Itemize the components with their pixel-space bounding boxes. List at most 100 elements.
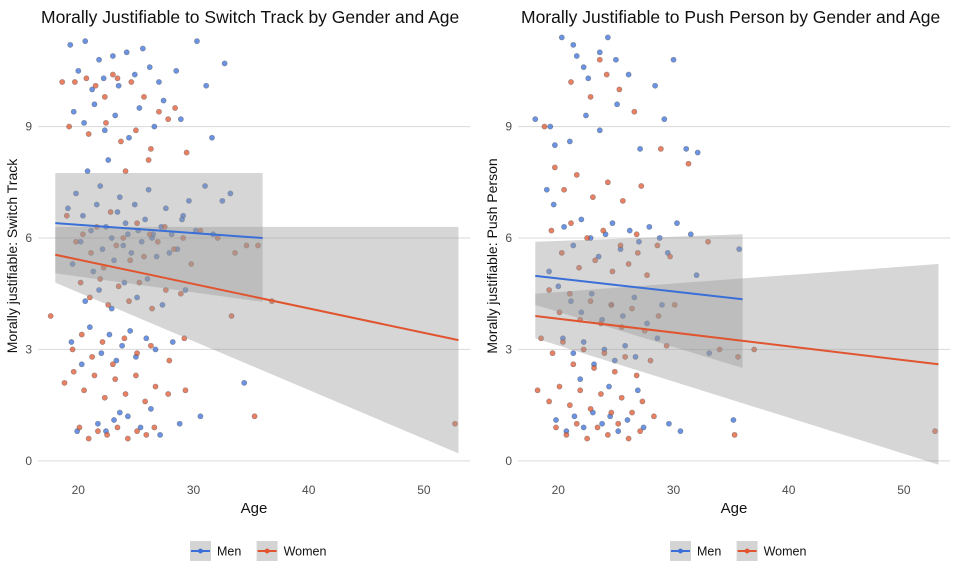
data-point-women	[657, 145, 664, 152]
data-point-women	[568, 79, 574, 85]
data-point-women	[549, 350, 556, 357]
data-point-men	[179, 216, 185, 223]
data-point-men	[622, 342, 629, 349]
data-point-men	[609, 220, 616, 227]
data-point-women	[566, 290, 573, 297]
data-point-men	[203, 82, 210, 89]
data-point-men	[553, 417, 559, 423]
data-point-women	[566, 402, 573, 409]
data-point-men	[108, 305, 115, 312]
data-point-men	[640, 424, 647, 431]
data-point-women	[114, 424, 121, 431]
data-point-men	[151, 123, 158, 130]
data-point-women	[584, 435, 591, 442]
data-point-women	[598, 391, 604, 397]
data-point-women	[616, 86, 623, 93]
data-point-men	[82, 298, 89, 305]
data-point-women	[618, 394, 625, 401]
data-point-women	[608, 301, 615, 308]
data-point-men	[604, 34, 611, 41]
x-tick-label: 20	[72, 483, 86, 497]
data-point-women	[183, 149, 190, 156]
data-point-men	[656, 235, 663, 241]
data-point-men	[631, 294, 638, 301]
data-point-women	[633, 231, 640, 238]
data-point-men	[80, 212, 86, 219]
data-point-men	[670, 56, 677, 63]
x-axis-label: Age	[721, 500, 748, 517]
data-point-women	[83, 75, 90, 82]
data-point-men	[619, 313, 626, 319]
data-point-women	[147, 145, 154, 152]
data-point-women	[637, 428, 644, 435]
data-point-women	[654, 242, 661, 249]
data-point-men	[585, 75, 592, 82]
data-point-men	[550, 201, 557, 208]
data-point-women	[156, 108, 162, 115]
data-point-women	[47, 313, 54, 319]
data-point-men	[101, 127, 108, 134]
data-point-women	[538, 335, 544, 342]
data-point-men	[177, 116, 184, 123]
data-point-men	[614, 101, 620, 108]
data-point-women	[136, 279, 143, 286]
switch-track-panel: 0 3 6 9 20 30 40 50 Morally Justifiable to Switc…	[4, 7, 470, 561]
data-point-women	[97, 275, 104, 282]
data-point-women	[633, 372, 640, 379]
data-point-women	[92, 82, 99, 89]
data-point-women	[180, 235, 187, 241]
data-point-men	[144, 275, 151, 282]
data-point-men	[111, 257, 117, 264]
data-point-men	[646, 223, 653, 230]
data-point-women	[667, 253, 673, 260]
data-point-men	[683, 145, 690, 152]
data-point-men	[570, 350, 577, 357]
data-point-men	[143, 335, 150, 342]
data-point-men	[652, 82, 658, 89]
data-point-women	[592, 257, 599, 264]
data-point-women	[126, 298, 132, 305]
push-person-panel: 0 3 6 9 20 30 40 50 Morally Justifiable to Push …	[484, 7, 950, 561]
legend-item-men: Men	[190, 541, 241, 561]
data-point-women	[625, 261, 632, 267]
data-point-men	[606, 383, 612, 390]
confidence-band-women	[55, 226, 459, 454]
data-point-men	[677, 428, 684, 435]
data-point-men	[82, 38, 89, 45]
data-point-men	[157, 431, 164, 438]
data-point-men	[209, 134, 215, 141]
data-point-men	[120, 242, 127, 249]
data-point-women	[73, 238, 79, 245]
legend-label-women: Women	[284, 545, 327, 559]
data-point-men	[176, 420, 183, 427]
data-point-men	[666, 420, 672, 427]
legend-dot-women	[744, 548, 750, 554]
data-point-women	[705, 238, 711, 245]
data-point-women	[122, 168, 129, 175]
data-point-women	[109, 71, 116, 78]
data-point-women	[149, 305, 155, 312]
data-point-men	[86, 324, 93, 331]
data-point-men	[624, 417, 631, 423]
data-point-men	[146, 64, 153, 71]
data-point-women	[611, 368, 618, 375]
data-point-men	[194, 38, 200, 45]
data-point-women	[166, 357, 173, 364]
data-point-women	[103, 119, 109, 126]
data-point-women	[162, 287, 169, 293]
data-point-men	[694, 149, 701, 156]
data-point-women	[161, 223, 168, 230]
data-point-men	[114, 209, 121, 215]
data-point-women	[932, 428, 938, 435]
data-point-women	[625, 435, 632, 442]
data-point-men	[95, 420, 101, 427]
data-point-women	[601, 350, 608, 357]
y-tick-label: 9	[505, 120, 512, 134]
data-point-women	[85, 435, 92, 442]
data-point-women	[556, 309, 563, 316]
data-point-men	[551, 142, 558, 149]
data-point-men	[588, 290, 595, 297]
legend-item-women: Women	[256, 541, 327, 561]
data-point-men	[687, 231, 694, 238]
